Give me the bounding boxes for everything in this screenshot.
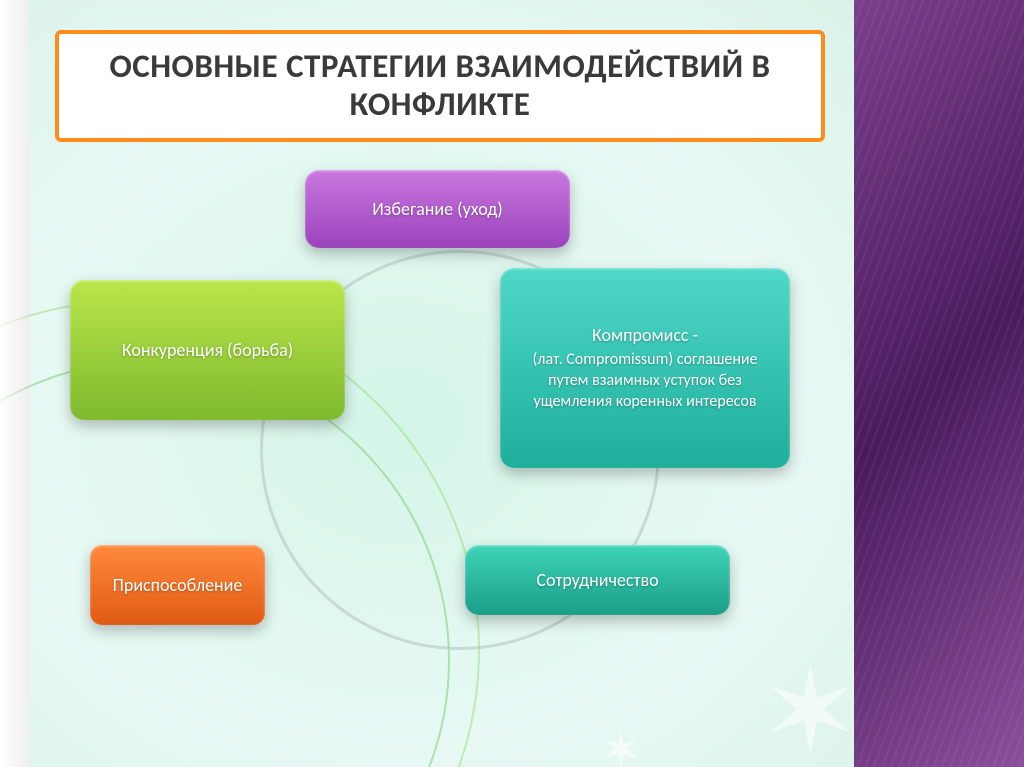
node-avoidance: Избегание (уход)	[305, 170, 570, 248]
cycle-diagram: Избегание (уход) Конкуренция (борьба) Ко…	[30, 150, 854, 750]
node-label: Компромисс -	[592, 324, 698, 347]
slide-title-box: ОСНОВНЫЕ СТРАТЕГИИ ВЗАИМОДЕЙСТВИЙ В КОНФ…	[55, 30, 825, 142]
background-right-panel	[854, 0, 1024, 767]
node-accommodation: Приспособление	[90, 545, 265, 625]
node-label: Конкуренция (борьба)	[122, 339, 293, 362]
node-competition: Конкуренция (борьба)	[70, 280, 345, 420]
node-cooperation: Сотрудничество	[465, 545, 730, 615]
slide-title: ОСНОВНЫЕ СТРАТЕГИИ ВЗАИМОДЕЙСТВИЙ В КОНФ…	[87, 48, 793, 124]
node-label: Избегание (уход)	[372, 198, 502, 221]
node-compromise: Компромисс - (лат. Compromissum) соглаше…	[500, 268, 790, 468]
node-body: (лат. Compromissum) соглашение путем вза…	[514, 350, 776, 412]
node-label: Приспособление	[113, 574, 243, 597]
node-label: Сотрудничество	[536, 569, 658, 592]
background-left-strip	[0, 0, 30, 767]
